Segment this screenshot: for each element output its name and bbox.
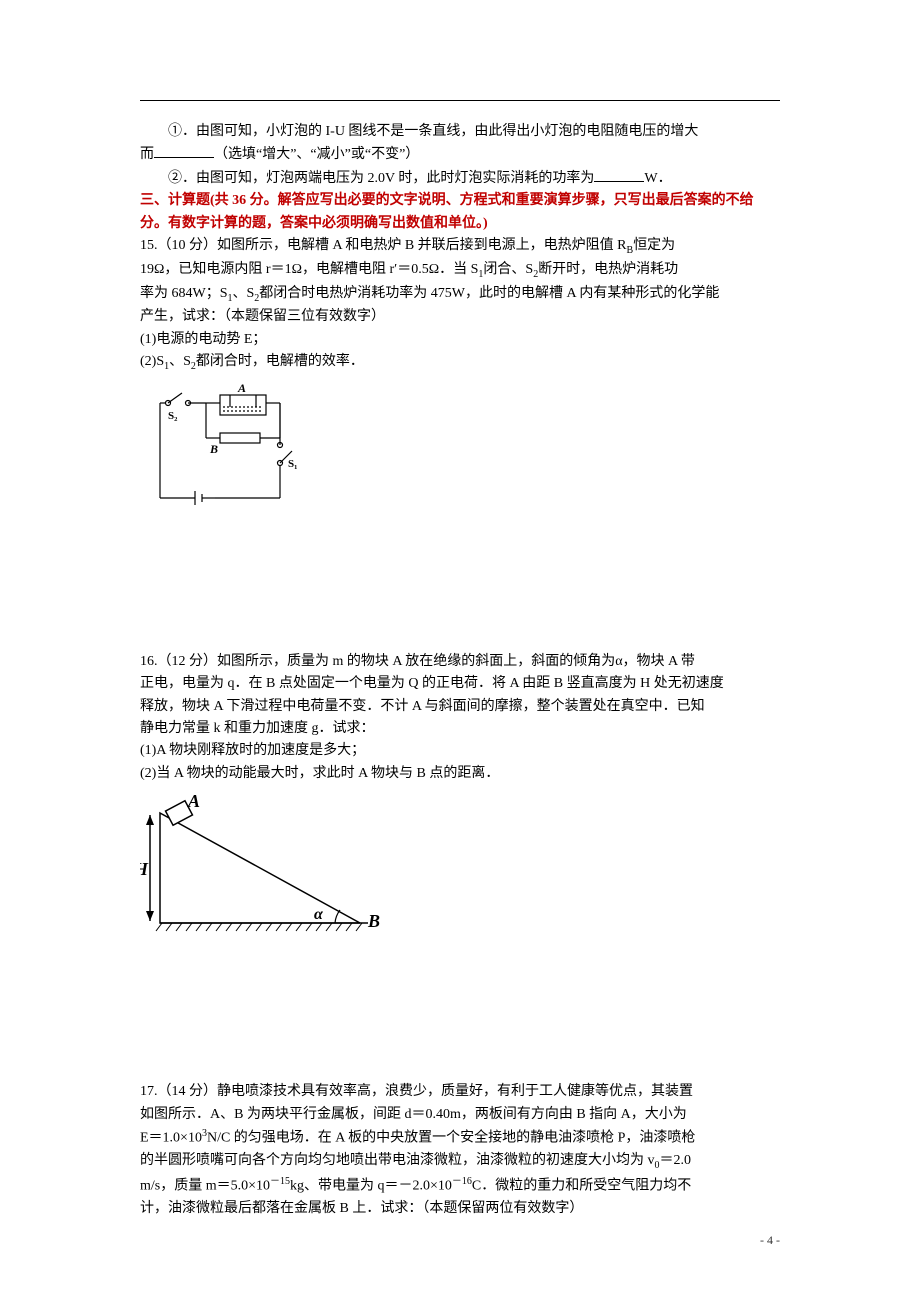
page-number: - 4 - [760,1231,780,1250]
q15-stem-row3: 率为 684W；S1、S2都闭合时电热炉消耗功率为 475W，此时的电解槽 A … [140,283,780,307]
q15-label-S2: S₂ [168,410,178,422]
q14-line1: ①．由图可知，小灯泡的 I-U 图线不是一条直线，由此得出小灯泡的电阻随电压的增… [140,121,780,143]
q17-stem5-sup2: －16 [452,1176,472,1187]
spacer-q16 [140,951,780,1081]
q15-stem1-tail: 恒定为 [633,238,675,253]
q15-stem3c: 都闭合时电热炉消耗功率为 475W，此时的电解槽 A 内有某种形式的化学能 [259,286,719,301]
q17-stem5c: C．微粒的重力和所受空气阻力均不 [472,1179,691,1194]
q17-stem3-post: N/C 的匀强电场．在 A 板的中央放置一个安全接地的静电油漆喷枪 P，油漆喷枪 [207,1131,695,1146]
q16-stem3: 释放，物块 A 下滑过程中电荷量不变．不计 A 与斜面间的摩擦，整个装置处在真空… [140,696,780,718]
q17-stem5a: m/s，质量 m＝5.0×10 [140,1179,270,1194]
q15-stem2a: 19Ω，已知电源内阻 r＝1Ω，电解槽电阻 r′＝0.5Ω．当 S [140,262,478,277]
q15-stem-row1: 15.（10 分）如图所示，电解槽 A 和电热炉 B 并联后接到电源上，电热炉阻… [140,235,780,259]
q17-stem3-pre: E＝1.0×10 [140,1131,202,1146]
q15-part2c: 都闭合时，电解槽的效率． [196,354,364,369]
q17-stem4: 的半圆形喷嘴可向各个方向均匀地喷出带电油漆微粒，油漆微粒的初速度大小均为 v0＝… [140,1150,780,1174]
q15-label-S1: S₁ [288,458,297,470]
q16-stem2: 正电，电量为 q．在 B 点处固定一个电量为 Q 的正电荷．将 A 由距 B 竖… [140,673,780,695]
q16-stem1: 16.（12 分）如图所示，质量为 m 的物块 A 放在绝缘的斜面上，斜面的倾角… [140,651,780,673]
q15-stem-row2: 19Ω，已知电源内阻 r＝1Ω，电解槽电阻 r′＝0.5Ω．当 S1闭合、S2断… [140,259,780,283]
q14-line3-post: W． [644,171,671,186]
q15-circuit-diagram: A B S₁ S₂ [140,383,310,513]
top-rule [140,100,780,101]
q17-stem5b: kg、带电量为 q＝－2.0×10 [290,1179,452,1194]
q14-line2: 而 （选填“增大”、“减小”或“不变”） [140,143,780,166]
q16-part2: (2)当 A 物块的动能最大时，求此时 A 物块与 B 点的距离． [140,763,780,785]
q14-line2-post: （选填“增大”、“减小”或“不变”） [214,147,419,162]
q15-stem3a: 率为 684W；S [140,286,228,301]
q17-stem4-post: ＝2.0 [660,1153,692,1168]
q16-label-alpha: α [314,906,324,923]
q15-stem1: 15.（10 分）如图所示，电解槽 A 和电热炉 B 并联后接到电源上，电热炉阻… [140,238,627,253]
q16-label-H: H [140,859,149,879]
q14-line3-pre: ②．由图可知，灯泡两端电压为 2.0V 时，此时灯泡实际消耗的功率为 [168,171,594,186]
blank-resistance-change [154,143,214,158]
q16-part1: (1)A 物块刚释放时的加速度是多大； [140,740,780,762]
q14-line2-pre: 而 [140,147,154,162]
section3-title: 三、计算题(共 36 分。解答应写出必要的文字说明、方程式和重要演算步骤，只写出… [140,190,780,235]
q16-incline-diagram: A H α B [140,793,390,943]
q17-stem4-pre: 的半圆形喷嘴可向各个方向均匀地喷出带电油漆微粒，油漆微粒的初速度大小均为 v [140,1153,655,1168]
q16-label-A: A [187,793,200,811]
blank-power [594,167,644,182]
spacer-q15 [140,521,780,651]
q15-part1: (1)电源的电动势 E； [140,329,780,351]
q15-stem3b: 、S [233,286,255,301]
q17-stem1: 17.（14 分）静电喷漆技术具有效率高，浪费少，质量好，有利于工人健康等优点，… [140,1081,780,1103]
q15-label-B: B [209,442,218,456]
q17-stem6: 计，油漆微粒最后都落在金属板 B 上．试求：（本题保留两位有效数字） [140,1198,780,1220]
q15-part2: (2)S1、S2都闭合时，电解槽的效率． [140,351,780,375]
q17-stem3: E＝1.0×103N/C 的匀强电场．在 A 板的中央放置一个安全接地的静电油漆… [140,1126,780,1150]
q17-stem2: 如图所示．A、B 为两块平行金属板，间距 d＝0.40m，两板间有方向由 B 指… [140,1104,780,1126]
q15-part2b: 、S [169,354,191,369]
q15-label-A: A [237,383,246,395]
q15-stem2b: 闭合、S [483,262,533,277]
q14-line3: ②．由图可知，灯泡两端电压为 2.0V 时，此时灯泡实际消耗的功率为 W． [140,167,780,190]
q17-stem5: m/s，质量 m＝5.0×10－15kg、带电量为 q＝－2.0×10－16C．… [140,1174,780,1198]
q16-label-B: B [367,911,380,931]
q15-stem2c: 断开时，电热炉消耗功 [538,262,678,277]
q16-stem4: 静电力常量 k 和重力加速度 g．试求： [140,718,780,740]
q17-stem5-sup1: －15 [270,1176,290,1187]
q15-stem-row4: 产生，试求：（本题保留三位有效数字） [140,306,780,328]
q15-part2a: (2)S [140,354,164,369]
